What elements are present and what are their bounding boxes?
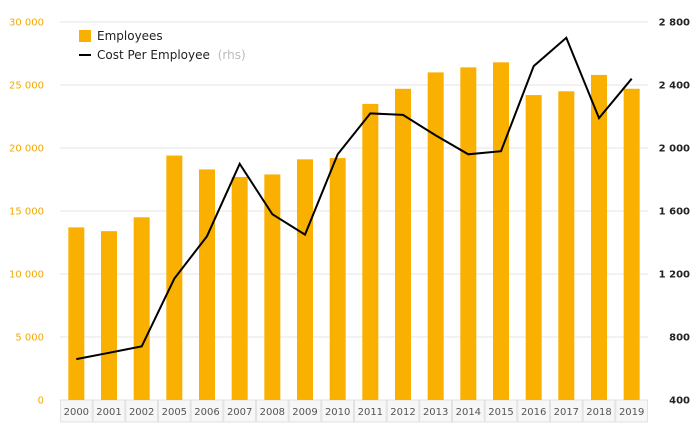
right-tick-label: 2 800 (659, 18, 690, 29)
left-axis-ticks: 0 5 000 10 000 15 000 20 000 25 000 30 000 (9, 18, 44, 407)
legend-employees-label: Employees (97, 29, 163, 43)
grid-lines (60, 21, 648, 338)
x-tick-label: 2019 (619, 407, 644, 418)
bar-employees (199, 169, 215, 400)
x-tick-label: 2002 (129, 407, 154, 418)
bar-employees (525, 95, 542, 400)
x-axis-cells (60, 399, 648, 423)
left-tick-label: 15 000 (9, 207, 44, 218)
right-tick-label: 800 (669, 333, 690, 344)
left-tick-label: 25 000 (9, 81, 44, 92)
x-tick-label: 2001 (96, 407, 121, 418)
x-tick-label: 2015 (488, 407, 513, 418)
x-tick-label: 2006 (194, 407, 219, 418)
x-tick-label: 2014 (456, 407, 481, 418)
bar-employees (591, 74, 607, 401)
x-tick-label: 2010 (325, 407, 350, 418)
left-tick-label: 20 000 (9, 144, 44, 155)
bar-employees (231, 176, 248, 400)
right-tick-label: 1 600 (659, 207, 690, 218)
right-tick-label: 1 200 (659, 270, 690, 281)
bar-employees (133, 217, 150, 400)
x-tick-label: 2005 (162, 407, 187, 418)
legend-employees-swatch (79, 30, 91, 42)
right-tick-label: 400 (669, 396, 690, 407)
bar-employees (68, 227, 85, 400)
legend[interactable]: Employees Cost Per Employee (rhs) (79, 29, 246, 62)
x-tick-label: 2016 (521, 407, 546, 418)
x-tick-label: 2007 (227, 407, 252, 418)
right-tick-label: 2 400 (659, 81, 690, 92)
left-tick-label: 10 000 (9, 270, 44, 281)
x-tick-label: 2013 (423, 407, 448, 418)
bar-employees (264, 174, 281, 400)
x-axis-ticks: 2000 2001 2002 2005 2006 2007 2008 2009 2010 2011… (64, 407, 645, 418)
cost-per-employee-line (76, 36, 633, 361)
bar-employees (460, 67, 477, 401)
left-tick-label: 5 000 (15, 333, 44, 344)
right-axis-ticks: 400 800 1 200 1 600 2 000 2 400 2 800 (659, 18, 690, 407)
x-tick-label: 2000 (64, 407, 89, 418)
bar-employees (427, 72, 444, 401)
legend-cost-label: Cost Per Employee (97, 48, 210, 62)
line-cost-per-employee (76, 36, 633, 361)
legend-cost-suffix: (rhs) (218, 48, 246, 62)
bar-employees (297, 159, 313, 400)
svg-text:Cost Per Employee (rhs): Cost Per Employee (rhs) (97, 48, 246, 62)
bar-employees (493, 62, 509, 400)
x-tick-label: 2018 (586, 407, 611, 418)
bar-employees (558, 91, 575, 401)
bar-employees (101, 231, 117, 400)
x-tick-label: 2011 (358, 407, 383, 418)
right-tick-label: 2 000 (659, 144, 690, 155)
employees-bars (68, 62, 640, 401)
x-tick-label: 2017 (554, 407, 579, 418)
x-tick-label: 2008 (260, 407, 285, 418)
x-tick-label: 2012 (390, 407, 415, 418)
bar-employees (395, 88, 411, 400)
left-tick-label: 30 000 (9, 18, 44, 29)
left-tick-label: 0 (38, 396, 44, 407)
bar-employees (623, 88, 640, 400)
x-tick-label: 2009 (292, 407, 317, 418)
bar-employees (329, 158, 346, 400)
bar-employees (362, 103, 379, 401)
